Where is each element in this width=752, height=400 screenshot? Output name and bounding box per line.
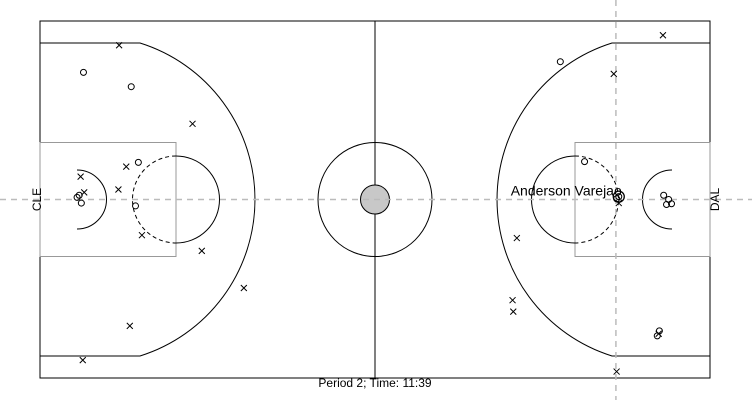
missed-shot-marker <box>126 322 134 330</box>
made-shot-marker <box>668 200 676 208</box>
made-shot-marker <box>73 193 81 201</box>
made-shot-marker <box>134 158 142 166</box>
made-shot-marker <box>581 158 589 166</box>
missed-shot-marker <box>610 70 618 78</box>
missed-shot-marker <box>115 186 122 193</box>
missed-shot-marker <box>79 356 87 364</box>
made-shot-marker <box>132 202 140 210</box>
made-shot-marker <box>127 83 135 91</box>
missed-shot-marker <box>122 163 130 171</box>
made-shot-marker <box>77 199 85 207</box>
made-shot-marker <box>79 68 87 76</box>
right-restricted-arc <box>642 169 673 230</box>
left-free-throw-circle-solid <box>175 155 220 244</box>
missed-shot-marker <box>77 173 84 181</box>
made-shot-marker <box>653 332 661 340</box>
made-shot-marker <box>556 58 564 66</box>
missed-shot-marker <box>138 231 146 239</box>
right-team-label: DAL <box>708 188 722 212</box>
missed-shot-marker <box>509 308 517 315</box>
missed-shot-marker <box>115 41 123 49</box>
missed-shot-marker <box>189 120 196 128</box>
missed-shot-marker <box>513 234 521 242</box>
left-team-label: CLE <box>30 188 44 211</box>
selected-player-marker <box>612 190 625 203</box>
missed-shot-marker <box>613 368 620 375</box>
missed-shot-marker <box>198 247 206 255</box>
left-restricted-arc <box>76 169 107 230</box>
made-shot-marker <box>660 191 668 199</box>
shot-markers <box>73 31 676 375</box>
player-name-label: Anderson Varejao <box>511 183 622 199</box>
made-shot-marker <box>615 193 623 201</box>
game-clock-caption: Period 2; Time: 11:39 <box>318 376 432 390</box>
missed-shot-marker <box>240 284 248 292</box>
missed-shot-marker <box>659 31 667 39</box>
missed-shot-marker <box>509 296 516 304</box>
made-shot-marker <box>663 200 671 208</box>
made-shot-marker <box>75 191 83 199</box>
missed-shot-marker <box>615 199 623 207</box>
